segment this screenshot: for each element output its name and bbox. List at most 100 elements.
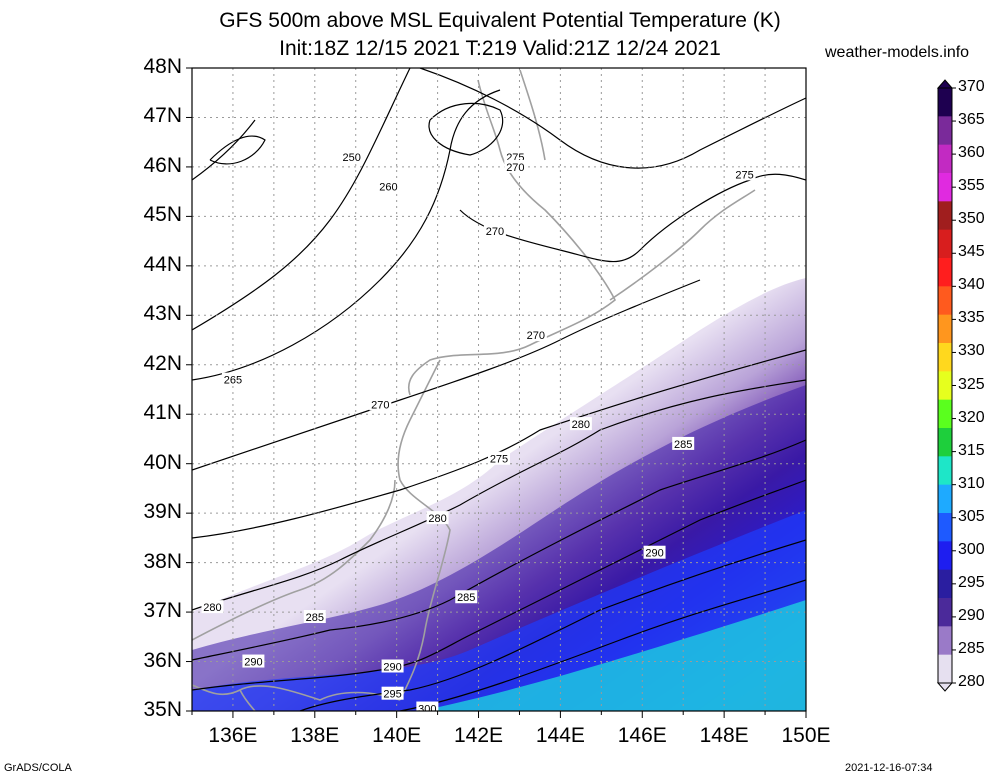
colorbar-label: 285	[958, 639, 985, 657]
contour-label-text: 270	[506, 162, 524, 174]
contour-label-bg	[381, 686, 404, 700]
site-credit: weather-models.info	[825, 44, 970, 61]
contour-label: 280	[201, 600, 224, 614]
longitude-label: 146E	[617, 724, 667, 747]
contour-label-text: 300	[418, 704, 436, 716]
latitude-label: 47N	[143, 104, 182, 128]
contour-label: 265	[221, 372, 244, 387]
latitude-label: 46N	[143, 153, 182, 177]
contour-label-text: 280	[428, 513, 446, 525]
contour-label-bg	[369, 397, 392, 411]
contour-label-text: 295	[383, 689, 401, 701]
contour-label: 285	[303, 610, 326, 624]
contour-label-bg	[426, 511, 449, 525]
colorbar-label: 280	[958, 673, 985, 690]
latitude-label: 39N	[143, 500, 182, 524]
colorbar-label: 300	[958, 540, 985, 558]
latitude-label: 43N	[143, 302, 182, 326]
contour-label: 285	[672, 436, 695, 451]
colorbar-swatch	[938, 286, 952, 316]
colorbar-bottom-arrow	[936, 682, 954, 692]
software-credit: GrADS/COLA	[4, 762, 72, 774]
colorbar-label: 355	[958, 177, 985, 195]
colorbar-label: 310	[958, 474, 985, 492]
longitude-label: 144E	[535, 724, 585, 747]
contour-label-bg	[672, 436, 695, 450]
colorbar-swatch	[938, 541, 952, 571]
colorbar-swatch	[938, 314, 952, 344]
colorbar-top-arrow	[936, 79, 954, 89]
contour-label-bg	[242, 654, 265, 668]
contour-label: 290	[242, 654, 265, 669]
contour-label-bg	[733, 167, 756, 181]
axis-ticks	[186, 67, 807, 718]
contour-label-bg	[221, 372, 244, 386]
contour-label: 270	[369, 397, 392, 411]
colorbar-label: 290	[958, 606, 985, 624]
longitude-label: 142E	[454, 724, 504, 747]
colorbar-swatch	[938, 456, 952, 486]
contour-label-text: 270	[527, 330, 545, 342]
contour-lines	[192, 68, 806, 711]
theta-e-shading-warmest	[420, 600, 806, 711]
colorbar-swatch	[938, 513, 952, 542]
colorbar-swatch	[938, 258, 952, 287]
colorbar-label: 330	[958, 342, 985, 360]
contour-label-text: 285	[457, 592, 475, 604]
longitude-label: 148E	[699, 724, 749, 747]
colorbar-label: 360	[958, 144, 985, 162]
colorbar-label: 305	[958, 507, 985, 525]
map-subtitle: Init:18Z 12/15 2021 T:219 Valid:21Z 12/2…	[279, 37, 721, 60]
longitude-label: 150E	[781, 724, 831, 747]
colorbar-swatch	[938, 598, 952, 627]
contour-label-text: 270	[486, 226, 504, 238]
contour-label-text: 275	[735, 169, 753, 181]
contour-label: 250	[340, 150, 363, 164]
colorbar-swatch	[938, 173, 952, 202]
colorbar	[936, 79, 956, 692]
contour-label-bg	[569, 417, 592, 431]
colorbar-label: 345	[958, 243, 985, 261]
plot-frame	[191, 67, 807, 712]
contour-label: 260	[377, 179, 400, 194]
contour-label-text: 280	[572, 419, 590, 431]
contour-label: 280	[569, 417, 592, 431]
contour-label-bg	[488, 451, 510, 465]
colorbar-label: 335	[958, 309, 985, 327]
contour-label-bg	[303, 610, 326, 624]
colorbar-swatch	[938, 399, 952, 429]
contour-label-bg	[416, 701, 439, 711]
colorbar-swatch	[938, 654, 952, 684]
latitude-label: 40N	[143, 450, 182, 474]
contour-label-text: 265	[224, 375, 242, 387]
contour-label: 290	[381, 659, 404, 673]
colorbar-label: 325	[958, 375, 985, 393]
contour-label-text: 285	[674, 439, 692, 451]
contour-label: 270	[524, 328, 547, 342]
contour-label-bg	[504, 159, 527, 173]
graticule	[192, 68, 806, 711]
contour-label: 270	[504, 159, 527, 174]
colorbar-swatch	[938, 229, 952, 259]
colorbar-swatch	[938, 144, 952, 174]
longitude-label: 138E	[290, 724, 340, 747]
colorbar-label: 320	[958, 408, 985, 426]
contour-label-bg	[504, 150, 527, 164]
colorbar-swatch	[938, 626, 952, 656]
contour-label-bg	[201, 600, 224, 614]
latitude-label: 45N	[143, 203, 182, 227]
latitude-label: 38N	[143, 549, 182, 573]
contour-label-text: 275	[490, 454, 508, 466]
contour-label-text: 290	[383, 661, 401, 673]
longitude-label: 140E	[372, 724, 422, 747]
contour-label-bg	[381, 659, 404, 673]
colorbar-swatch	[938, 201, 952, 231]
latitude-label: 36N	[143, 648, 182, 672]
contour-label-text: 280	[203, 602, 221, 614]
contour-label-text: 260	[379, 182, 397, 194]
colorbar-swatch	[938, 569, 952, 599]
colorbar-swatch	[938, 371, 952, 401]
contour-label-text: 285	[306, 612, 324, 624]
colorbar-label: 365	[958, 111, 985, 129]
